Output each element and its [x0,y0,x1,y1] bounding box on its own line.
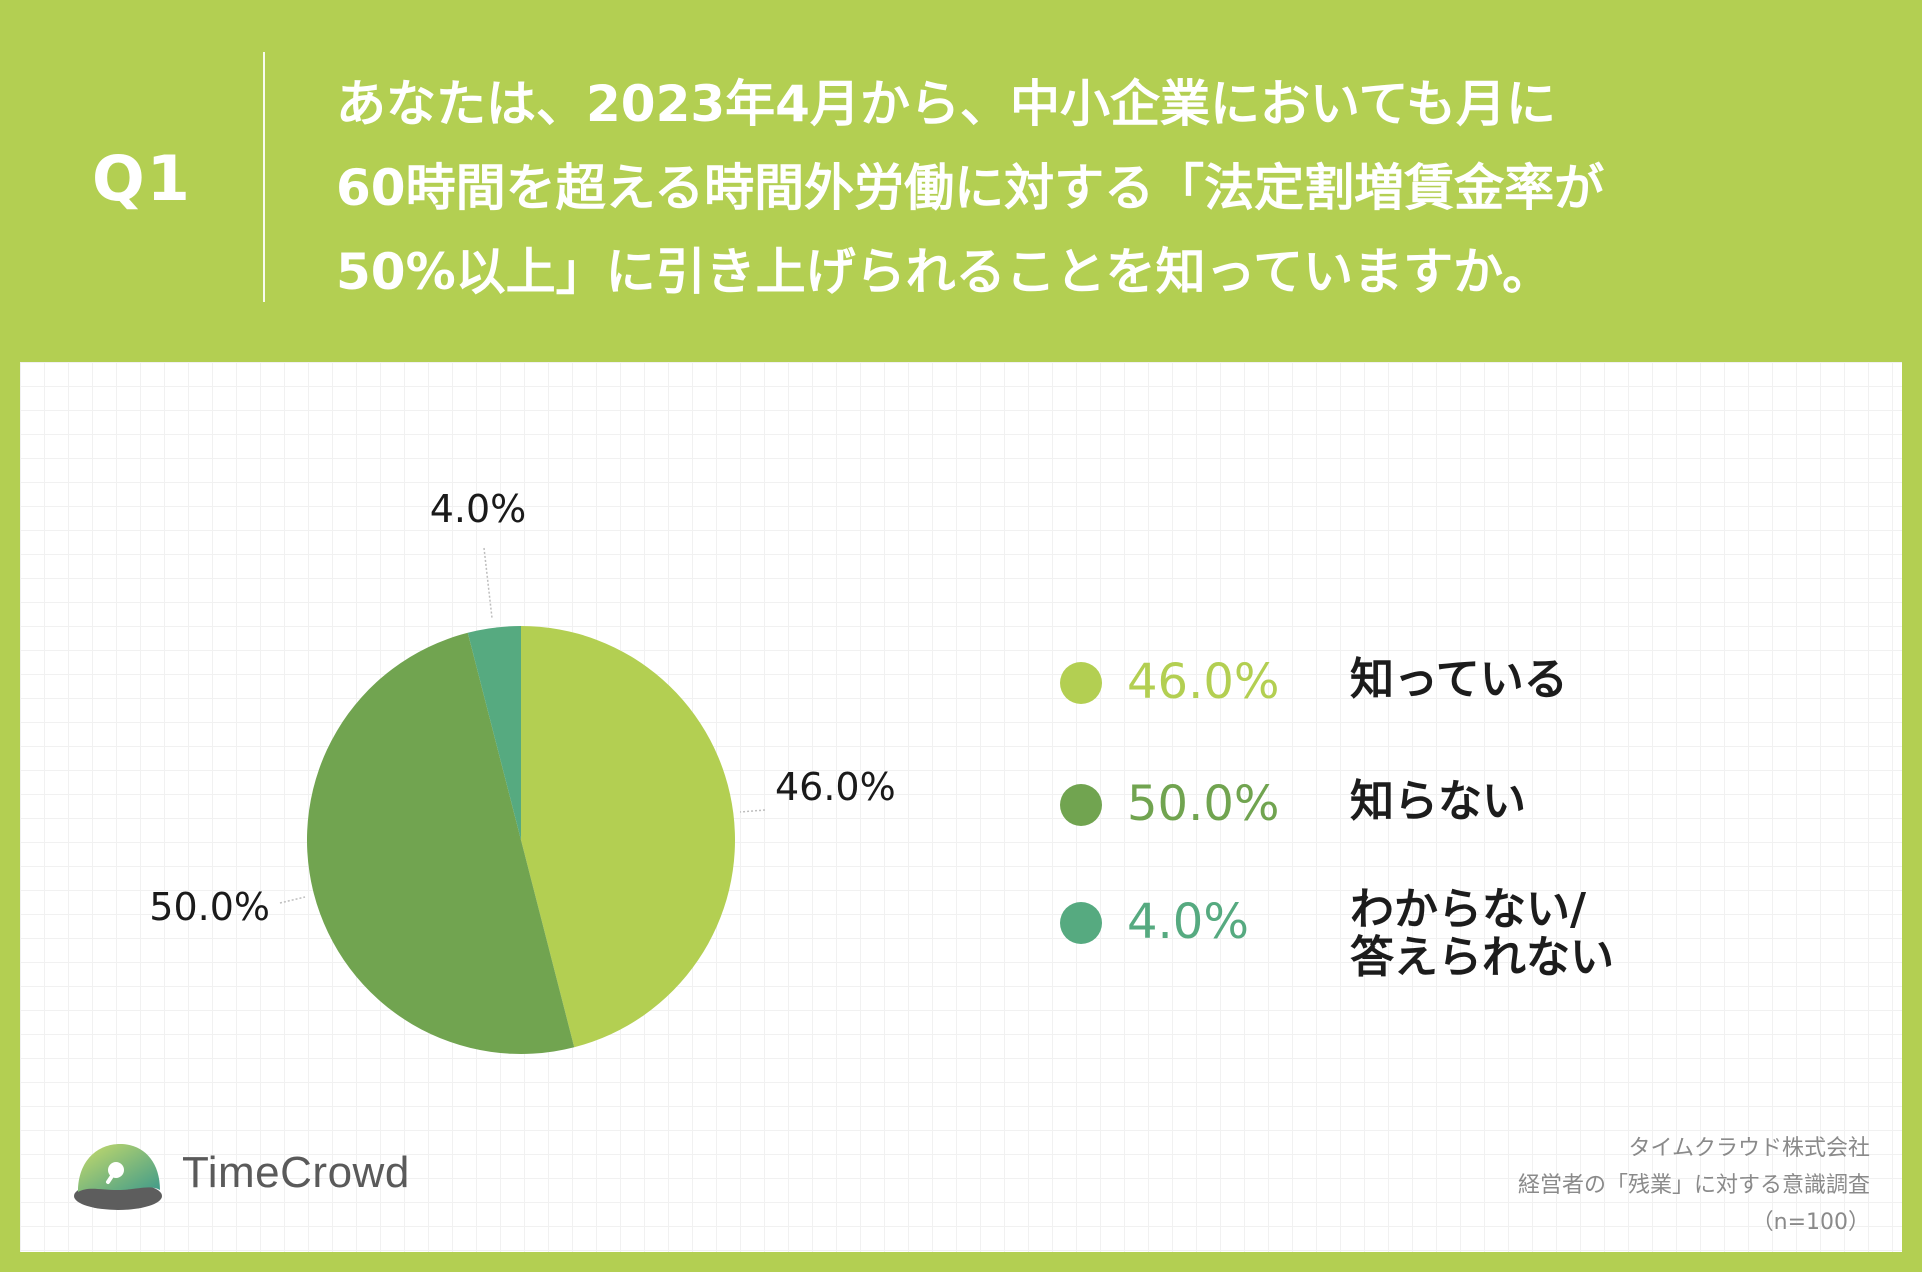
leader-line [279,896,306,904]
brand-name: TimeCrowd [182,1148,410,1197]
question-line: 60時間を超える時間外労働に対する「法定割増賃金率が [336,159,1605,217]
source-survey: 経営者の「残業」に対する意識調査 [1517,1173,1870,1198]
pie-slice [521,625,736,1048]
source-note: タイムクラウド株式会社 経営者の「残業」に対する意識調査 （n=100） [1518,1130,1870,1241]
data-label: 50.0% [149,885,270,929]
pie-slice [467,626,521,840]
header-divider [263,52,265,302]
header: Q1 あなたは、2023年4月から、中小企業においても月に 60時間を超える時間… [0,0,1922,362]
source-company: タイムクラウド株式会社 [1628,1136,1870,1161]
legend-percentage: 50.0% [1127,776,1280,832]
question-line: あなたは、2023年4月から、中小企業においても月に [336,75,1556,133]
pie-slice [307,632,575,1055]
question-text: あなたは、2023年4月から、中小企業においても月に 60時間を超える時間外労働… [336,62,1876,314]
data-label: 46.0% [775,765,896,809]
source-sample: （n=100） [1751,1210,1870,1235]
legend-label: 知っている [1350,654,1568,705]
legend-label: わからない/ 答えられない [1350,884,1614,983]
leader-line [483,547,493,619]
question-line: 50%以上」に引き上げられることを知っていますか。 [336,243,1553,301]
legend-dot-icon [1060,784,1102,826]
legend-label: 知らない [1350,776,1526,827]
data-label: 4.0% [430,487,527,531]
timecrowd-logo-icon [70,1140,166,1218]
leader-line [739,809,766,813]
legend-percentage: 46.0% [1127,654,1280,710]
legend-dot-icon [1060,662,1102,704]
question-number: Q1 [92,142,192,215]
legend-percentage: 4.0% [1127,894,1249,950]
legend-dot-icon [1060,902,1102,944]
